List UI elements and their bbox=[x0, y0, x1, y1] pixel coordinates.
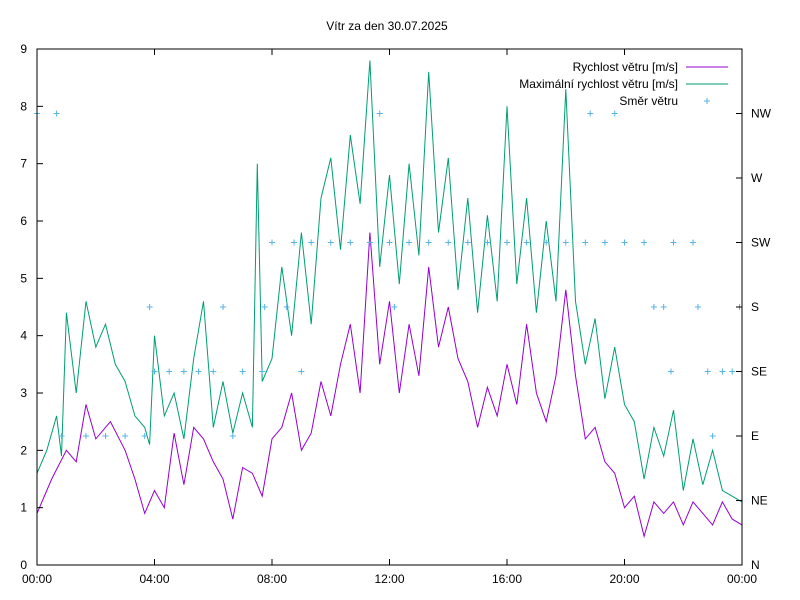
y2-tick-label: SE bbox=[751, 365, 767, 379]
wind-direction-point bbox=[445, 239, 452, 246]
wind-direction-point bbox=[210, 368, 217, 375]
wind-direction-point bbox=[291, 239, 298, 246]
x-tick-label: 16:00 bbox=[492, 572, 522, 586]
wind-direction-point bbox=[406, 239, 413, 246]
wind-direction-point bbox=[229, 433, 236, 439]
plot-frame bbox=[36, 48, 743, 566]
wind-direction-point bbox=[484, 239, 491, 246]
x-tick-label: 08:00 bbox=[257, 572, 287, 586]
series-line-0 bbox=[36, 232, 743, 539]
wind-direction-point bbox=[327, 239, 334, 246]
legend-label: Rychlost větru [m/s] bbox=[573, 60, 678, 74]
wind-direction-point bbox=[582, 239, 589, 246]
y2-tick-label: SW bbox=[751, 236, 771, 250]
wind-direction-point bbox=[611, 110, 618, 117]
y2-tick-label: NE bbox=[751, 494, 768, 508]
y-tick-label: 3 bbox=[20, 386, 27, 400]
wind-direction-point bbox=[283, 304, 290, 310]
legend-label: Maximální rychlost větru [m/s] bbox=[519, 77, 678, 91]
y2-tick-label: W bbox=[751, 171, 763, 185]
chart-title: Vítr za den 30.07.2025 bbox=[326, 19, 448, 33]
y-tick-label: 1 bbox=[20, 501, 27, 515]
x-tick-label: 00:00 bbox=[22, 572, 52, 586]
wind-direction-point bbox=[391, 304, 398, 310]
y-tick-label: 0 bbox=[20, 558, 27, 572]
x-tick-label: 00:00 bbox=[727, 572, 757, 586]
y-tick-label: 7 bbox=[20, 157, 27, 171]
wind-direction-point bbox=[719, 368, 726, 375]
wind-direction-point bbox=[425, 239, 432, 246]
y-tick-label: 2 bbox=[20, 443, 27, 457]
x-tick-label: 12:00 bbox=[374, 572, 404, 586]
wind-direction-point bbox=[690, 239, 697, 246]
wind-direction-point bbox=[308, 239, 315, 246]
wind-direction-point bbox=[122, 433, 129, 439]
wind-direction-point bbox=[668, 368, 675, 375]
wind-direction-point bbox=[180, 368, 187, 375]
wind-direction-point bbox=[464, 239, 471, 246]
wind-direction-point bbox=[239, 368, 246, 375]
legend: Rychlost větru [m/s] Maximální rychlost v… bbox=[519, 60, 728, 108]
wind-direction-point bbox=[694, 304, 701, 310]
wind-direction-point bbox=[141, 433, 148, 439]
wind-direction-point bbox=[670, 239, 677, 246]
wind-direction-point bbox=[504, 239, 510, 246]
wind-direction-point bbox=[366, 239, 373, 246]
wind-direction-point bbox=[195, 368, 202, 375]
wind-direction-point bbox=[298, 368, 305, 375]
y2-tick-label: NW bbox=[751, 107, 772, 121]
plot-area bbox=[34, 60, 743, 539]
x-tick-label: 20:00 bbox=[609, 572, 639, 586]
wind-direction-point bbox=[386, 239, 393, 246]
wind-direction-point bbox=[709, 433, 716, 439]
y-tick-label: 8 bbox=[20, 99, 27, 113]
wind-direction-point bbox=[166, 368, 173, 375]
wind-direction-point bbox=[269, 239, 275, 246]
wind-direction-point bbox=[58, 433, 65, 439]
wind-direction-point bbox=[259, 368, 266, 375]
y-tick-label: 4 bbox=[20, 329, 27, 343]
y-tick-label: 6 bbox=[20, 214, 27, 228]
wind-direction-point bbox=[220, 304, 227, 310]
wind-direction-point bbox=[587, 110, 594, 117]
wind-direction-point bbox=[261, 304, 268, 310]
wind-direction-point bbox=[151, 368, 158, 375]
y2-tick-label: N bbox=[751, 558, 760, 572]
legend-swatch bbox=[704, 98, 710, 104]
y2-tick-label: S bbox=[751, 300, 759, 314]
y-tick-label: 5 bbox=[20, 271, 27, 285]
wind-direction-point bbox=[729, 368, 736, 375]
legend-label: Směr větru bbox=[619, 94, 678, 108]
wind-direction-point bbox=[53, 110, 60, 117]
wind-direction-point bbox=[102, 433, 109, 439]
wind-direction-point bbox=[650, 304, 657, 310]
wind-direction-point bbox=[523, 239, 530, 246]
axes: 00:00 04:00 08:00 12:00 16:00 20:00 00:0001234… bbox=[20, 42, 771, 586]
wind-direction-point bbox=[82, 433, 89, 439]
wind-direction-point bbox=[347, 239, 354, 246]
wind-direction-point bbox=[376, 110, 383, 117]
wind-direction-point bbox=[621, 239, 628, 246]
wind-direction-point bbox=[704, 368, 711, 375]
wind-direction-point bbox=[641, 239, 648, 246]
x-tick-label: 04:00 bbox=[139, 572, 169, 586]
wind-direction-point bbox=[146, 304, 153, 310]
wind-direction-point bbox=[601, 239, 608, 246]
wind-direction-point bbox=[543, 239, 550, 246]
y2-tick-label: E bbox=[751, 429, 759, 443]
y-tick-label: 9 bbox=[20, 42, 27, 56]
wind-direction-point bbox=[562, 239, 569, 246]
wind-direction-point bbox=[660, 304, 667, 310]
